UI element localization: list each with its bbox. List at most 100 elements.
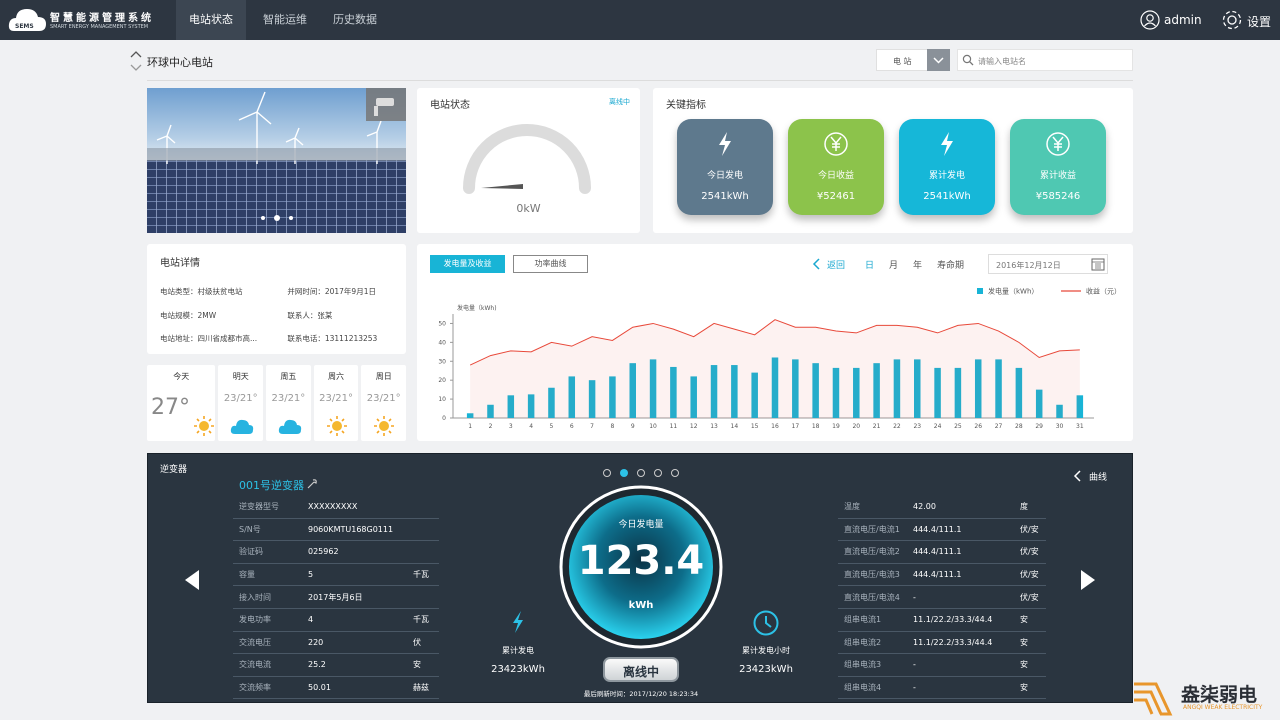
kpi-label: 今日发电 (706, 171, 743, 181)
x-tick-label: 30 (1056, 423, 1064, 430)
row-value: 50.01 (308, 683, 331, 693)
weather-card: 明天 23/21° (218, 365, 264, 441)
weather-day: 周六 (328, 372, 345, 381)
x-tick-label: 4 (529, 423, 533, 430)
chart-tab[interactable]: 功率曲线 (513, 255, 588, 273)
x-tick-label: 17 (792, 423, 800, 430)
carousel-dots[interactable] (257, 213, 297, 223)
period-option[interactable]: 月 (889, 261, 899, 271)
chart-tab[interactable]: 发电量及收益 (430, 255, 505, 273)
nav-item[interactable]: 历史数据 (333, 13, 377, 26)
row-value: 444.4/111.1 (913, 547, 962, 557)
x-tick-label: 1 (468, 423, 472, 430)
row-unit: 千瓦 (413, 570, 429, 580)
row-unit: 伏/安 (1020, 570, 1039, 580)
weather: 今天 27° 明天 23/21° 周五 23/21° 周六 23/21° 周日 23/21° (147, 365, 407, 441)
period-option[interactable]: 日 (865, 261, 875, 271)
total-value: 23423kWh (491, 664, 545, 675)
detail-cell: 联系电话：13111213253 (287, 334, 378, 343)
bar (588, 380, 596, 418)
gauge-unit: kWh (628, 600, 654, 611)
row-value: 11.1/22.2/33.3/44.4 (913, 637, 993, 647)
row-value: XXXXXXXXX (308, 502, 358, 512)
state-button[interactable]: 离线中 (603, 657, 679, 682)
nav-item[interactable]: 电站状态 (176, 0, 246, 40)
table-row: 组串电流4 - 安 (838, 677, 1046, 700)
table-row: 逆变器型号 XXXXXXXXX (233, 496, 439, 519)
kpi-icon (1046, 130, 1070, 162)
weather-temp: 23/21° (223, 393, 258, 404)
x-tick-label: 12 (690, 423, 698, 430)
weather-icon (230, 415, 254, 441)
x-tick-label: 23 (913, 423, 921, 430)
kpi-icon (713, 130, 737, 162)
back-link[interactable]: 返回 (827, 261, 846, 271)
table-row: 直流电压/电流1 444.4/111.1 伏/安 (838, 519, 1046, 542)
row-label: 组串电流4 (844, 683, 882, 693)
user-name[interactable]: admin (1164, 13, 1202, 27)
panel-title: 逆变器 (160, 465, 188, 475)
bar (670, 366, 677, 418)
bar (995, 359, 1002, 418)
search-icon (962, 54, 974, 66)
page-dots[interactable] (601, 467, 681, 479)
y-tick-label: 30 (438, 358, 446, 365)
kpi-label: 今日收益 (817, 171, 854, 181)
kpi-label: 累计收益 (1039, 171, 1076, 181)
logo-text: SEMS (15, 23, 34, 30)
y-tick-label: 50 (438, 320, 446, 327)
row-unit: 千瓦 (413, 615, 429, 625)
settings-link[interactable]: 设置 (1247, 15, 1272, 29)
status-panel: 电站状态 离线中 0kW (417, 88, 640, 233)
kpi-card: 今日收益 ¥52461 (788, 119, 884, 215)
next-arrow[interactable] (1078, 568, 1098, 592)
turbines (147, 91, 406, 164)
x-tick-label: 14 (731, 423, 739, 430)
weather-temp: 23/21° (271, 393, 306, 404)
bar (792, 359, 799, 418)
date-picker[interactable]: 2016年12月12日 (988, 254, 1108, 274)
curve-link[interactable]: 曲线 (1089, 473, 1108, 483)
bar (812, 363, 819, 418)
y-tick-label: 0 (442, 415, 446, 422)
row-label: 组串电流3 (844, 660, 882, 670)
row-label: 组串电流1 (844, 615, 882, 625)
search-input[interactable]: 请输入电站名 (957, 49, 1133, 71)
station-toggle[interactable] (129, 49, 143, 73)
station-name: 环球中心电站 (147, 56, 213, 69)
camera-icon[interactable] (366, 88, 406, 121)
line-area (470, 319, 1080, 418)
x-tick-label: 5 (550, 423, 554, 430)
filter-dropdown[interactable] (927, 49, 950, 71)
panel-title: 电站详情 (160, 258, 200, 269)
header: SEMS 智慧能源管理系统 SMART ENERGY MANAGEMENT SY… (0, 0, 1280, 40)
row-value: 444.4/111.1 (913, 524, 962, 534)
weather-icon-svg (374, 416, 395, 436)
bar (548, 387, 555, 418)
weather-temp: 27° (151, 395, 190, 420)
weather-temp: 23/21° (366, 393, 401, 404)
kpi-value: 2541kWh (923, 191, 971, 202)
bar (731, 365, 738, 418)
gauge-label: 今日发电量 (618, 520, 664, 530)
x-tick-label: 9 (631, 423, 635, 430)
weather-day: 周日 (375, 372, 392, 381)
edit-icon[interactable] (306, 478, 318, 490)
divider (147, 80, 1133, 81)
row-unit: 伏/安 (1020, 524, 1039, 534)
period-option[interactable]: 寿命期 (937, 261, 965, 271)
nav-item[interactable]: 智能运维 (263, 13, 307, 26)
prev-arrow[interactable] (182, 568, 202, 592)
weather-temp: 23/21° (319, 393, 353, 404)
bar (934, 367, 941, 418)
clock-icon (753, 610, 779, 636)
kpi-icon-svg (824, 132, 848, 156)
period-option[interactable]: 年 (913, 261, 923, 271)
inverter-left-table: 逆变器型号 XXXXXXXXX S/N号 9060KMTU168G0111 验证码 025… (233, 496, 439, 700)
table-row: 容量 5 千瓦 (233, 564, 439, 587)
x-tick-label: 3 (509, 423, 513, 430)
bar (466, 413, 474, 418)
row-label: 直流电压/电流1 (844, 524, 900, 534)
x-tick-label: 11 (670, 423, 678, 430)
